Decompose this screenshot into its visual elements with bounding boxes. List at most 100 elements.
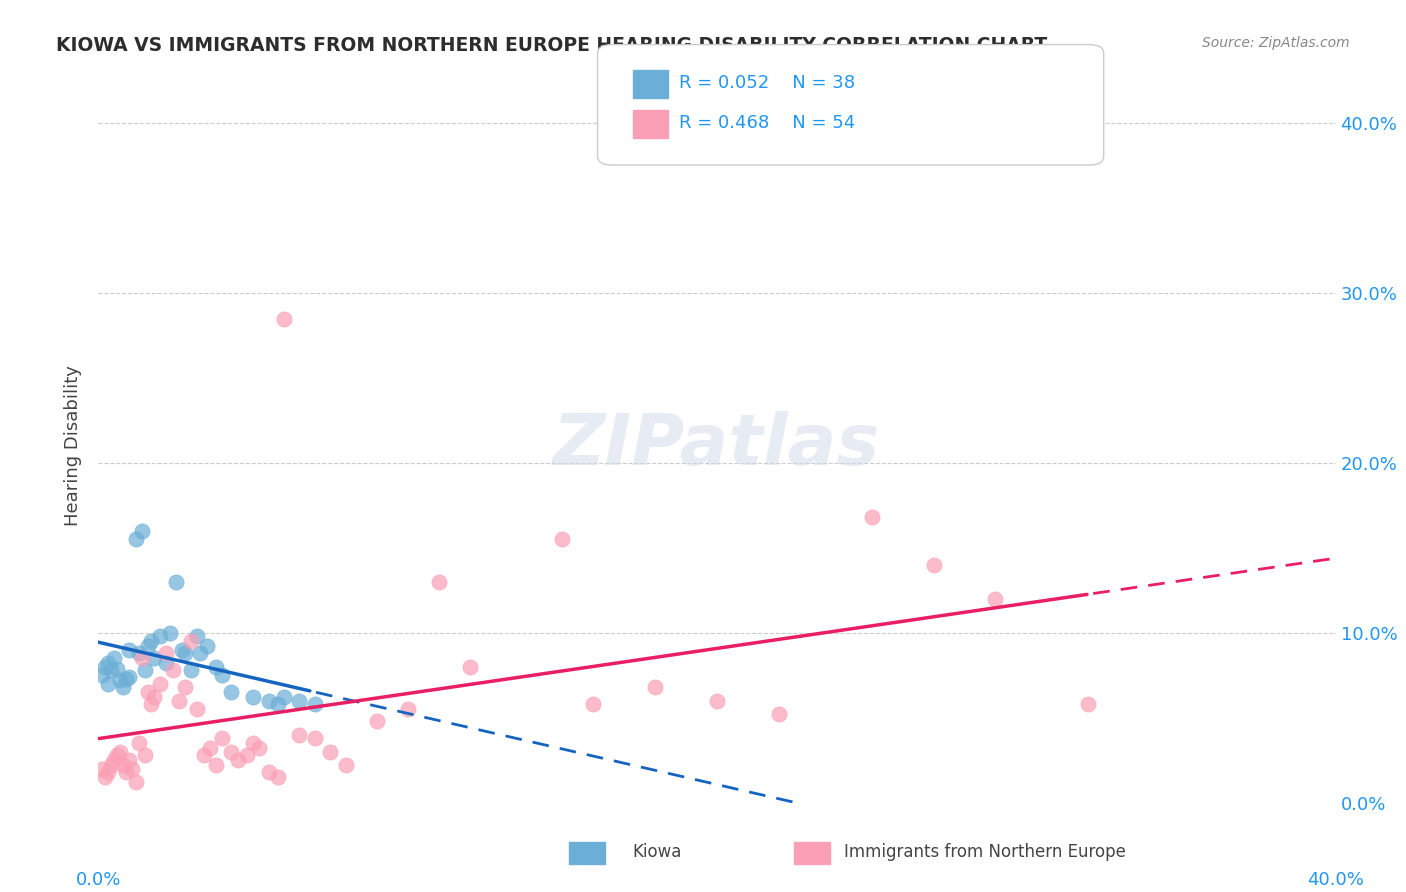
Point: [93, 660, 115, 674]
Point: [226, 753, 249, 767]
Point: [644, 680, 666, 694]
Point: [319, 745, 342, 759]
Point: [236, 748, 259, 763]
Point: [768, 707, 790, 722]
Point: [97, 657, 120, 671]
Point: [97, 765, 120, 780]
Point: [105, 662, 128, 676]
Text: Source: ZipAtlas.com: Source: ZipAtlas.com: [1202, 36, 1350, 50]
Point: [100, 663, 122, 677]
Point: [139, 698, 162, 712]
Point: [211, 668, 233, 682]
Point: [396, 702, 419, 716]
Point: [221, 745, 243, 759]
Point: [304, 731, 326, 746]
Point: [205, 660, 228, 674]
Point: [131, 651, 153, 665]
Point: [136, 685, 159, 699]
Point: [922, 558, 945, 572]
Point: [198, 741, 221, 756]
Point: [112, 758, 135, 772]
Point: [193, 748, 215, 763]
Text: 40.0%: 40.0%: [1308, 871, 1364, 888]
Point: [131, 524, 153, 538]
Y-axis label: Hearing Disability: Hearing Disability: [65, 366, 83, 526]
Point: [165, 574, 187, 589]
Point: [115, 672, 138, 686]
Point: [103, 753, 125, 767]
Point: [155, 657, 177, 671]
Point: [267, 698, 290, 712]
Point: [103, 651, 125, 665]
Point: [159, 626, 181, 640]
Point: [195, 640, 218, 654]
Point: [118, 753, 141, 767]
Point: [124, 533, 146, 547]
Point: [458, 660, 481, 674]
Point: [190, 646, 212, 660]
Text: ZIPatlas: ZIPatlas: [554, 411, 880, 481]
Point: [90, 762, 112, 776]
Point: [136, 640, 159, 654]
Point: [288, 694, 311, 708]
Text: 0.0%: 0.0%: [76, 871, 121, 888]
Point: [221, 685, 243, 699]
Point: [143, 651, 166, 665]
Point: [551, 533, 574, 547]
Point: [108, 745, 131, 759]
Point: [118, 670, 141, 684]
Point: [121, 762, 143, 776]
Point: [162, 663, 184, 677]
Point: [170, 643, 193, 657]
Point: [180, 634, 202, 648]
Point: [257, 765, 280, 780]
Point: [1077, 698, 1099, 712]
Point: [174, 646, 197, 660]
Point: [427, 574, 450, 589]
Point: [273, 690, 295, 705]
Point: [180, 663, 202, 677]
Point: [860, 510, 883, 524]
Point: [186, 702, 208, 716]
Point: [167, 694, 190, 708]
Point: [118, 643, 141, 657]
Point: [134, 663, 156, 677]
Point: [149, 677, 172, 691]
Point: [242, 736, 264, 750]
Point: [155, 646, 177, 660]
Point: [186, 629, 208, 643]
Point: [143, 690, 166, 705]
Point: [97, 677, 120, 691]
Point: [242, 690, 264, 705]
Point: [304, 698, 326, 712]
Point: [149, 629, 172, 643]
Text: R = 0.468    N = 54: R = 0.468 N = 54: [679, 114, 855, 132]
Point: [211, 731, 233, 746]
Point: [108, 673, 131, 688]
Text: Immigrants from Northern Europe: Immigrants from Northern Europe: [844, 843, 1125, 861]
Point: [205, 758, 228, 772]
Text: R = 0.052    N = 38: R = 0.052 N = 38: [679, 74, 855, 92]
Point: [366, 714, 388, 729]
Point: [134, 748, 156, 763]
Point: [247, 741, 270, 756]
Point: [267, 770, 290, 784]
Point: [115, 765, 138, 780]
Point: [174, 680, 197, 694]
Point: [335, 758, 357, 772]
Point: [984, 591, 1007, 606]
Text: KIOWA VS IMMIGRANTS FROM NORTHERN EUROPE HEARING DISABILITY CORRELATION CHART: KIOWA VS IMMIGRANTS FROM NORTHERN EUROPE…: [56, 36, 1047, 54]
Point: [273, 311, 295, 326]
Point: [139, 634, 162, 648]
Point: [124, 775, 146, 789]
Text: Kiowa: Kiowa: [633, 843, 682, 861]
Point: [112, 680, 135, 694]
Point: [93, 770, 115, 784]
Point: [128, 736, 150, 750]
Point: [706, 694, 728, 708]
Point: [105, 748, 128, 763]
Point: [128, 646, 150, 660]
Point: [257, 694, 280, 708]
Point: [582, 698, 605, 712]
Point: [288, 728, 311, 742]
